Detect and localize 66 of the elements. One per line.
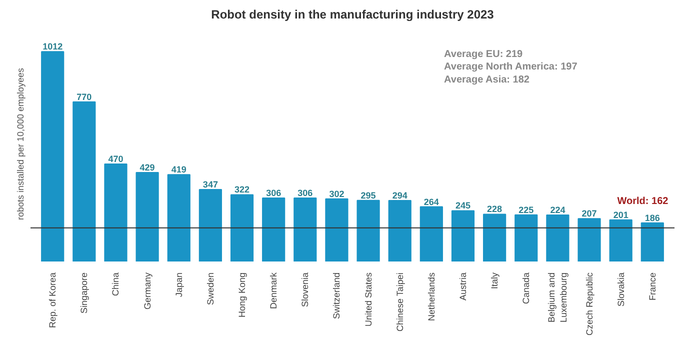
x-tick-label: Denmark	[268, 272, 279, 310]
bar	[640, 222, 664, 262]
x-tick-label: Italy	[490, 272, 500, 290]
bar	[578, 218, 601, 262]
data-label: 302	[329, 188, 344, 199]
x-tick-label: Switzerland	[332, 272, 342, 320]
bar	[294, 198, 317, 262]
annotation: Average Asia: 182	[444, 74, 530, 86]
data-label: 770	[76, 92, 92, 102]
x-tick-label: Canada	[521, 272, 532, 304]
data-label: 245	[455, 200, 471, 211]
bar	[356, 200, 380, 262]
x-tick-label: Slovenia	[300, 272, 310, 308]
annotation: Average EU: 219	[444, 49, 524, 60]
data-label: 295	[360, 190, 376, 200]
y-axis-title: robots installed per 10,000 employees	[16, 67, 26, 220]
annotation: Average North America: 197	[444, 62, 578, 73]
x-tick-label: Austria	[458, 272, 468, 301]
bar	[420, 206, 443, 262]
data-label: 322	[234, 184, 250, 195]
x-tick-label: Japan	[174, 272, 184, 298]
data-label: 264	[424, 196, 439, 207]
x-tick-label: Singapore	[79, 272, 90, 314]
x-tick-label: China	[110, 272, 121, 296]
bar	[198, 189, 222, 262]
data-label: 470	[108, 154, 124, 164]
data-label: 347	[202, 180, 218, 190]
bar	[609, 219, 632, 262]
data-label: 224	[550, 205, 566, 216]
bar	[136, 172, 159, 262]
x-tick-label: Czech Republic	[584, 272, 594, 336]
data-label: 186	[644, 212, 660, 223]
ref-line-label: World: 162	[617, 196, 669, 207]
x-tick-label: Netherlands	[426, 272, 436, 322]
bar	[72, 101, 96, 262]
data-label: 429	[140, 162, 155, 173]
x-tick-label: Belgium and Luxembourg	[546, 272, 569, 323]
bar	[230, 194, 254, 262]
data-label: 306	[298, 188, 313, 198]
data-label: 419	[171, 164, 186, 175]
x-tick-label: France	[647, 272, 658, 301]
data-label: 228	[487, 204, 502, 214]
bar	[546, 214, 570, 262]
x-tick-label: Chinese Taipei	[394, 272, 405, 332]
bar	[325, 198, 348, 262]
x-tick-label: Sweden	[205, 272, 216, 306]
data-label: 201	[613, 210, 628, 220]
data-label: 207	[582, 208, 597, 219]
x-tick-label: Slovakia	[616, 272, 626, 307]
bar	[41, 51, 64, 262]
bar	[167, 174, 190, 262]
bar	[483, 214, 506, 262]
bar	[388, 200, 412, 262]
data-label: 294	[392, 190, 408, 201]
data-label: 1012	[42, 42, 63, 52]
chart-title: Robot density in the manufacturing industry 2023	[211, 8, 494, 22]
bar	[262, 198, 286, 262]
data-label: 306	[266, 188, 282, 198]
bar	[514, 214, 538, 262]
data-label: 225	[518, 204, 534, 215]
x-tick-label: United States	[363, 272, 374, 327]
x-tick-label: Germany	[142, 272, 152, 310]
x-tick-label: Hong Kong	[237, 272, 248, 318]
bar	[104, 164, 128, 262]
x-tick-label: Rep. of Korea	[48, 272, 58, 328]
bar	[451, 210, 475, 262]
